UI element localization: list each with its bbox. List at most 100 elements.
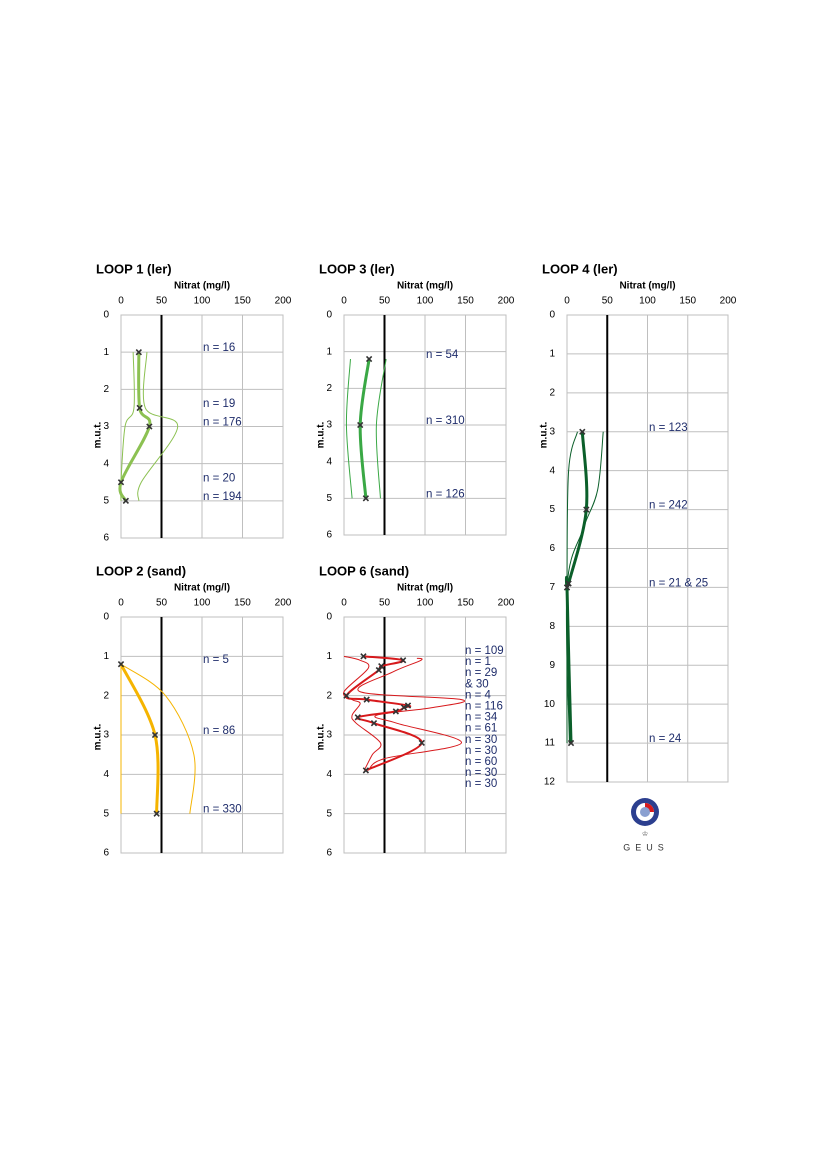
annotation: n = 242 — [649, 500, 688, 512]
annotation: n = 116 — [465, 701, 503, 713]
y-tick-label: 3 — [103, 730, 109, 741]
marker — [153, 810, 160, 817]
y-tick-label: 0 — [103, 612, 109, 623]
annotation: n = 109 — [465, 645, 504, 657]
marker — [357, 421, 364, 429]
marker — [365, 355, 373, 363]
y-axis-label: m.u.t. — [93, 421, 104, 448]
annotation: n = 16 — [203, 342, 235, 354]
annotation: n = 21 & 25 — [649, 577, 708, 589]
y-tick-label: 1 — [326, 346, 332, 357]
x-tick-label: 100 — [639, 296, 656, 307]
x-tick-label: 50 — [379, 296, 391, 307]
profile-line — [120, 663, 196, 814]
x-tick-label: 50 — [156, 296, 168, 307]
y-tick-label: 4 — [326, 456, 332, 467]
x-tick-label: 0 — [118, 598, 124, 609]
annotation: n = 24 — [649, 733, 682, 745]
y-tick-label: 2 — [103, 384, 109, 395]
x-tick-label: 100 — [417, 598, 434, 609]
chart: LOOP 3 (ler)Nitrat (mg/l)m.u.t.0 50 100 150… — [316, 261, 515, 540]
profile-line — [357, 657, 465, 771]
y-tick-label: 4 — [549, 465, 555, 476]
x-tick-label: 200 — [275, 296, 292, 307]
marker — [418, 739, 425, 747]
marker — [399, 657, 407, 664]
marker — [392, 708, 400, 715]
x-tick-label: 0 — [118, 296, 124, 307]
annotation: n = 30 — [465, 767, 497, 779]
marker — [122, 497, 130, 504]
marker — [136, 404, 143, 412]
y-tick-label: 8 — [549, 621, 555, 632]
annotation: n = 30 — [465, 778, 497, 790]
chart-title: LOOP 2 (sand) — [96, 563, 186, 578]
annotation: n = 4 — [465, 689, 492, 701]
y-tick-label: 6 — [549, 543, 555, 554]
marker — [378, 663, 385, 670]
marker — [354, 714, 361, 721]
chart-title: LOOP 4 (ler) — [542, 261, 618, 276]
marker — [117, 661, 125, 668]
y-tick-label: 3 — [103, 421, 109, 432]
marker — [151, 731, 159, 739]
marker — [400, 704, 408, 711]
y-tick-label: 11 — [545, 738, 556, 749]
x-axis-label: Nitrat (mg/l) — [174, 583, 230, 594]
x-tick-label: 100 — [194, 296, 211, 307]
x-tick-label: 0 — [341, 598, 347, 609]
y-tick-label: 12 — [544, 777, 556, 788]
y-tick-label: 0 — [326, 612, 332, 623]
y-tick-label: 0 — [549, 310, 555, 321]
marker — [362, 495, 370, 502]
y-tick-label: 5 — [549, 504, 555, 515]
marker — [583, 506, 590, 513]
marker — [375, 666, 382, 674]
annotation: n = 60 — [465, 756, 497, 768]
x-tick-label: 0 — [564, 296, 570, 307]
profile-line — [375, 358, 387, 499]
logo-core — [640, 807, 650, 817]
y-tick-label: 5 — [103, 808, 109, 819]
profile-line — [566, 431, 578, 744]
y-axis-label: m.u.t. — [316, 723, 327, 750]
y-tick-label: 0 — [326, 310, 332, 321]
y-axis-label: m.u.t. — [316, 421, 327, 448]
y-tick-label: 6 — [103, 533, 109, 544]
x-tick-label: 200 — [498, 598, 515, 609]
chart: LOOP 1 (ler)Nitrat (mg/l)m.u.t.0 50 100 150… — [93, 261, 292, 543]
chart-title: LOOP 1 (ler) — [96, 261, 172, 276]
x-tick-label: 150 — [457, 598, 474, 609]
annotation: n = 61 — [465, 723, 497, 735]
x-axis-label: Nitrat (mg/l) — [174, 281, 230, 292]
annotation: n = 1 — [465, 656, 491, 668]
y-tick-label: 2 — [549, 387, 555, 398]
y-tick-label: 2 — [103, 690, 109, 701]
y-tick-label: 1 — [103, 651, 109, 662]
y-tick-label: 0 — [103, 310, 109, 321]
annotation: n = 126 — [426, 488, 465, 500]
y-tick-label: 4 — [326, 769, 332, 780]
annotation: n = 20 — [203, 472, 235, 484]
x-tick-label: 150 — [679, 296, 696, 307]
annotation: n = 54 — [426, 349, 459, 361]
y-tick-label: 5 — [326, 808, 332, 819]
x-tick-label: 200 — [275, 598, 292, 609]
x-tick-label: 100 — [194, 598, 211, 609]
y-tick-label: 1 — [103, 347, 109, 358]
marker — [363, 696, 370, 703]
y-tick-label: 6 — [326, 530, 332, 541]
chart: LOOP 4 (ler)Nitrat (mg/l)m.u.t.0 50 100 150… — [539, 261, 737, 787]
marker — [565, 580, 572, 587]
y-tick-label: 3 — [326, 420, 332, 431]
annotation: n = 86 — [203, 725, 235, 737]
y-tick-label: 7 — [549, 582, 555, 593]
marker — [362, 767, 370, 774]
y-tick-label: 1 — [326, 651, 332, 662]
logo-text: GEUS — [623, 842, 669, 852]
chart: LOOP 6 (sand)Nitrat (mg/l)m.u.t.0 50 100 15… — [316, 563, 515, 858]
annotation: & 30 — [465, 678, 489, 690]
y-tick-label: 6 — [103, 848, 109, 859]
